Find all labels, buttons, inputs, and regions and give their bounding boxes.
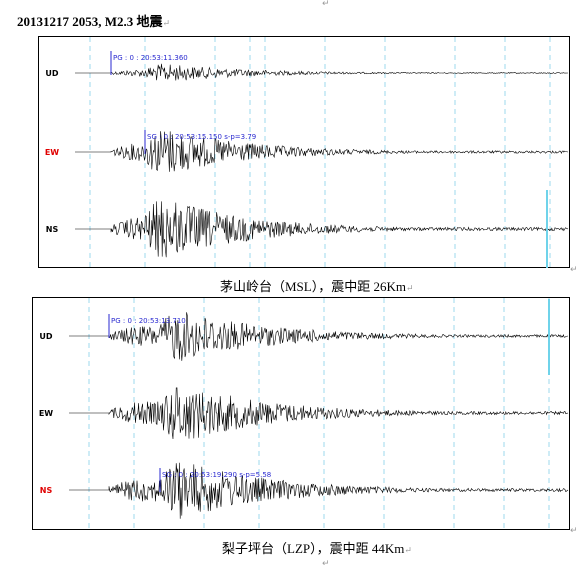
channel-ew: EW: [39, 387, 569, 440]
channel-label: UD: [39, 332, 52, 341]
pick-label: PG : 0 : 20:53:11.360: [113, 54, 188, 62]
waveform-trace: [69, 387, 569, 440]
channel-ud: UD PG : 0 : 20:53:11.360: [45, 51, 569, 81]
pick-label: PG : 0 : 20:53:13.710: [111, 317, 186, 325]
seismogram-panel-msl: UD PG : 0 : 20:53:11.360 EW SG : 0 : 20:53:…: [38, 36, 570, 268]
channel-label: EW: [39, 409, 53, 418]
channel-ns: NS: [46, 201, 569, 258]
channel-ns: NS SG : 0 : 20:53:19.290 s-p=5.58: [40, 462, 569, 519]
document-title: 20131217 2053, M2.3 地震↵: [17, 14, 171, 29]
paragraph-mark: ↵: [162, 18, 171, 28]
channel-label: EW: [45, 148, 59, 157]
panel-caption-msl: 茅山岭台（MSL），震中距 26Km↵: [220, 279, 414, 294]
paragraph-mark-top: ↵: [322, 0, 330, 9]
channel-ud: UD PG : 0 : 20:53:13.710: [39, 312, 569, 361]
seismogram-panel-lzp: UD PG : 0 : 20:53:13.710 EW NS SG : 0 : 20:5…: [32, 297, 570, 530]
paragraph-mark: ↵: [404, 545, 412, 555]
pick-label: SG : 0 : 20:53:15.150 s-p=3.79: [147, 133, 256, 141]
waveform-trace: [75, 131, 569, 172]
panel-caption-lzp: 梨子坪台（LZP），震中距 44Km↵: [222, 541, 412, 556]
waveform-trace: [69, 462, 569, 519]
waveform-trace: [75, 201, 569, 258]
channel-label: NS: [40, 486, 53, 495]
pick-label: SG : 0 : 20:53:19.290 s-p=5.58: [162, 471, 271, 479]
cell-end-mark: ↵: [570, 265, 578, 275]
channel-label: UD: [45, 69, 58, 78]
waveform-trace: [69, 312, 569, 361]
paragraph-mark-bottom: ↵: [322, 559, 330, 569]
cell-end-mark: ↵: [570, 526, 578, 536]
waveform-trace: [75, 63, 569, 81]
paragraph-mark: ↵: [405, 283, 414, 293]
channel-label: NS: [46, 225, 59, 234]
channel-ew: EW SG : 0 : 20:53:15.150 s-p=3.79: [45, 130, 569, 172]
